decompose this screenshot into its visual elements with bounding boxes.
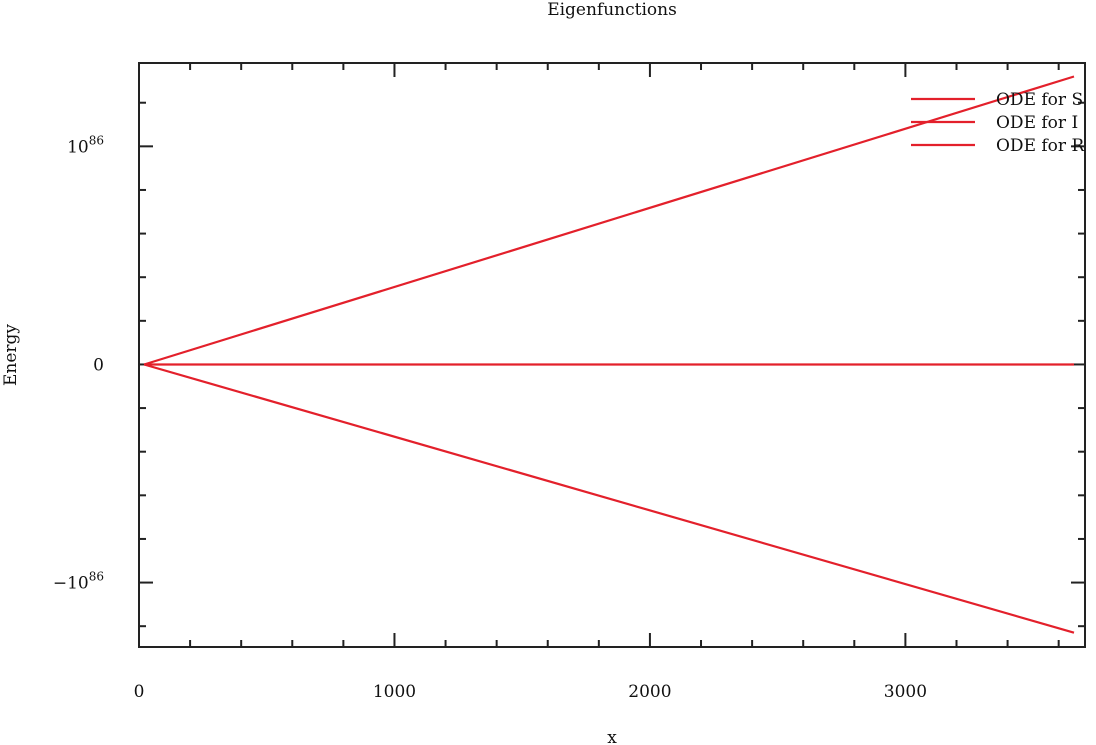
x-tick-label: 2000 — [628, 682, 671, 702]
y-tick-exponent: 86 — [89, 570, 104, 584]
x-tick-label: 0 — [134, 682, 145, 702]
series-line-1 — [143, 75, 1075, 366]
x-tick-label: 1000 — [373, 682, 416, 702]
legend-label: ODE for R — [996, 136, 1085, 156]
y-tick-base: −10 — [53, 574, 89, 594]
y-tick-base: 10 — [67, 137, 89, 157]
legend: ODE for S ODE for I ODE for R — [911, 90, 1085, 156]
legend-label: ODE for I — [996, 113, 1078, 133]
y-tick-label: 0 — [93, 355, 104, 375]
y-tick-label: 1086 — [67, 133, 104, 157]
x-axis-label: x — [607, 728, 617, 745]
legend-label: ODE for S — [996, 90, 1083, 110]
axis-ticks — [138, 63, 1085, 647]
y-tick-label: −1086 — [53, 570, 104, 594]
y-axis-label: Energy — [1, 324, 21, 386]
series-line-2 — [143, 363, 1075, 634]
x-tick-label: 3000 — [884, 682, 927, 702]
chart-title: Eigenfunctions — [547, 0, 677, 20]
y-tick-base: 0 — [93, 355, 104, 375]
series-lines — [143, 75, 1075, 634]
plot-frame — [138, 62, 1086, 648]
y-tick-exponent: 86 — [89, 133, 104, 147]
